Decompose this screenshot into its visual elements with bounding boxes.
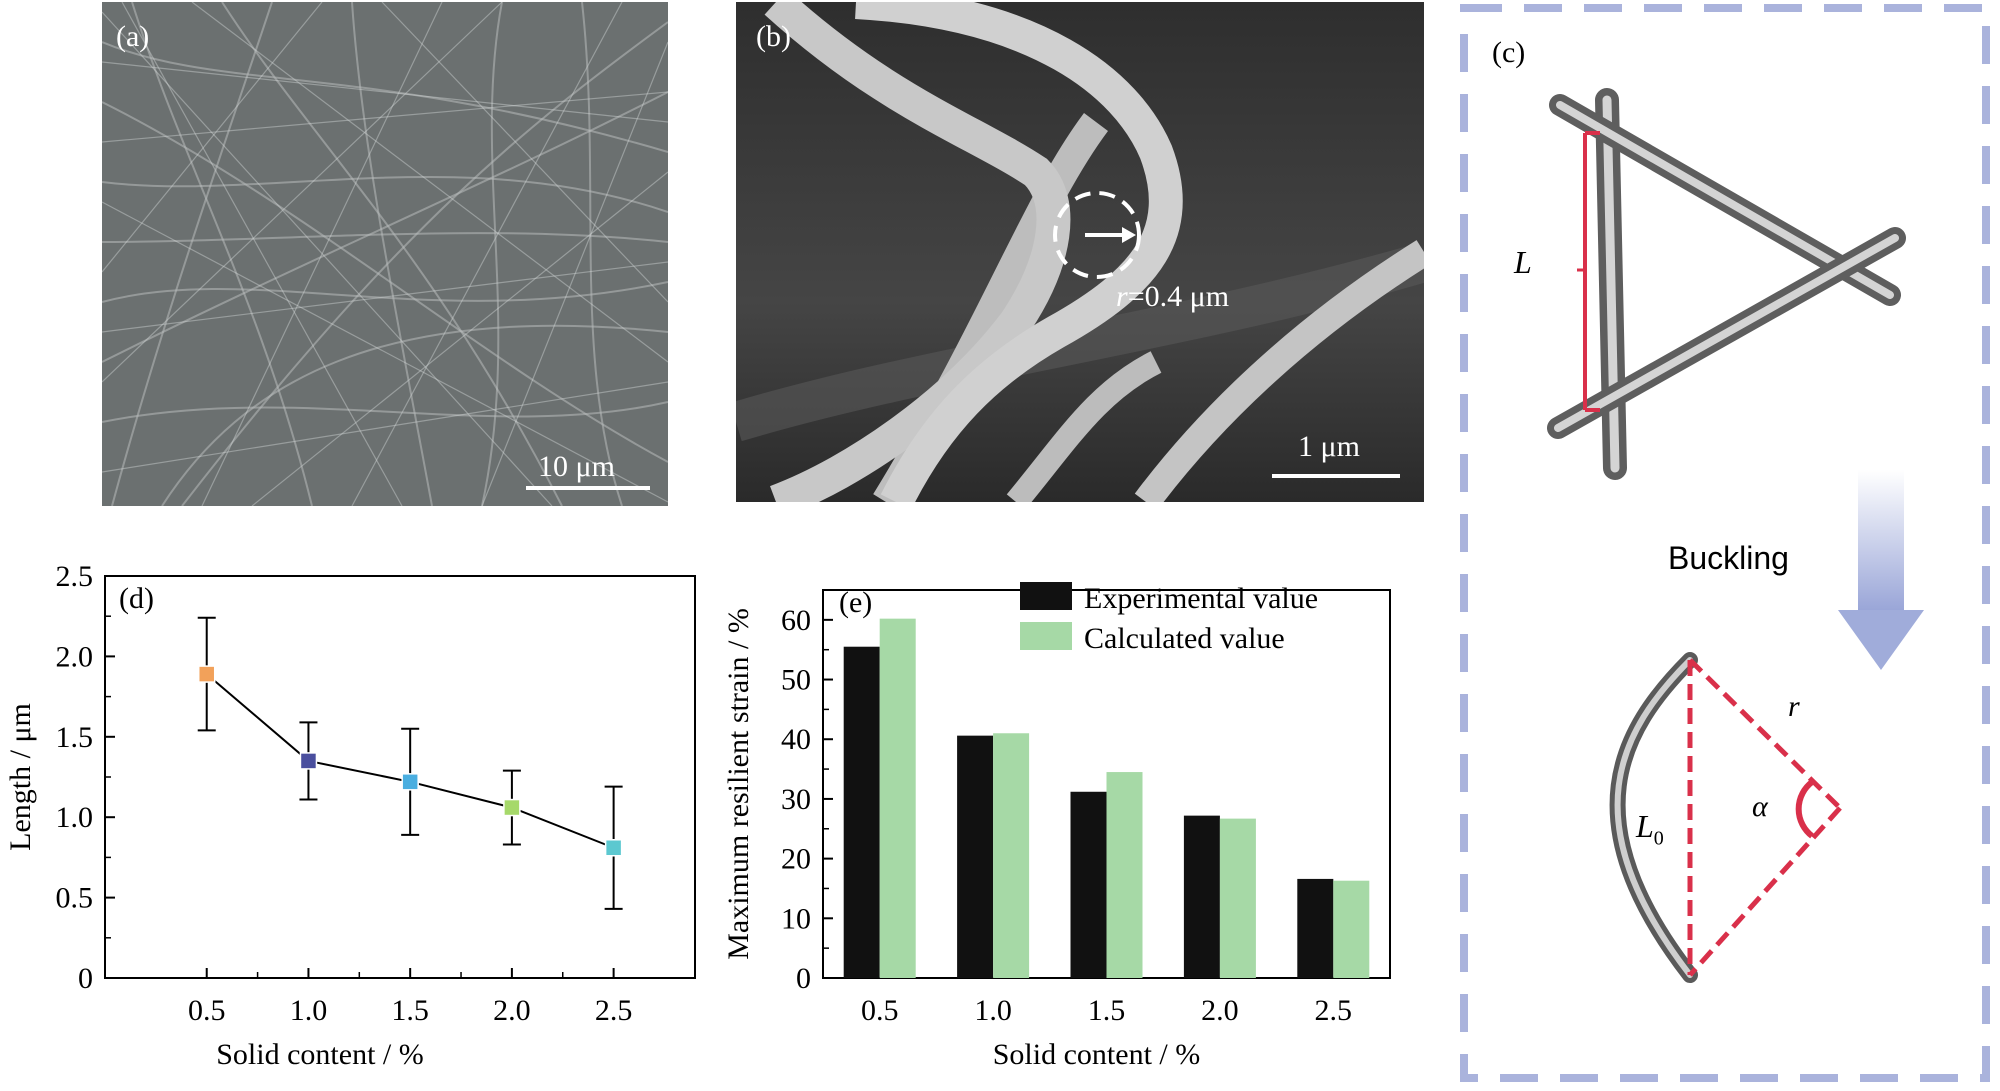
x-tick-label: 2.0 [1201, 994, 1239, 1027]
panel-label-c: (c) [1492, 36, 1526, 69]
bar-experimental [1070, 791, 1107, 978]
buckling-schematic: (c) L Buckling r L0 α [1450, 0, 2000, 1086]
legend-label: Experimental value [1084, 582, 1318, 615]
y-tick-label: 0.5 [56, 882, 94, 915]
panel-label-d: (d) [119, 582, 154, 615]
bar-experimental [843, 646, 880, 978]
bar-calculated [879, 618, 916, 978]
y-tick-label: 60 [781, 604, 811, 637]
legend-label: Calculated value [1084, 622, 1285, 655]
legend-swatch [1020, 582, 1072, 610]
radius-label: r [1788, 690, 1800, 723]
sem-image-a: (a) 10 μm [102, 2, 668, 506]
y-tick-label: 0 [78, 962, 93, 995]
bar-calculated [1333, 880, 1370, 978]
schematic-graphic [1460, 4, 1990, 1082]
x-tick-label: 1.0 [974, 994, 1012, 1027]
panel-label-e: (e) [839, 586, 872, 619]
x-axis-label: Solid content / % [216, 1038, 423, 1071]
y-axis-label: Length / μm [4, 703, 37, 851]
bar-calculated [1106, 772, 1143, 978]
panel-label-a: (a) [116, 20, 150, 53]
panel-label-b: (b) [756, 20, 791, 53]
y-tick-label: 0 [796, 962, 811, 995]
data-point [604, 839, 623, 857]
y-tick-label: 30 [781, 783, 811, 816]
scale-bar-label-b: 1 μm [1298, 430, 1360, 463]
angle-label: α [1752, 790, 1768, 823]
sem-image-b: (b) r=0.4 μm 1 μm [736, 2, 1424, 502]
radius-value: =0.4 μm [1127, 280, 1230, 313]
x-tick-label: 1.5 [391, 994, 429, 1027]
x-tick-label: 1.5 [1088, 994, 1126, 1027]
chord-subscript: 0 [1653, 827, 1664, 850]
scale-bar-label-a: 10 μm [538, 450, 615, 483]
y-tick-label: 20 [781, 843, 811, 876]
y-tick-label: 1.5 [56, 721, 94, 754]
bar-calculated [1219, 818, 1256, 978]
chord-symbol: L [1636, 808, 1654, 844]
x-tick-label: 0.5 [188, 994, 226, 1027]
bar-experimental [1183, 815, 1220, 978]
x-tick-label: 2.0 [493, 994, 531, 1027]
x-axis-label: Solid content / % [993, 1038, 1200, 1071]
y-tick-label: 50 [781, 664, 811, 697]
radius-symbol: r [1116, 280, 1128, 313]
x-tick-label: 1.0 [290, 994, 328, 1027]
fiber-network-graphic [102, 2, 668, 506]
data-point [503, 798, 521, 817]
legend-swatch [1020, 622, 1072, 650]
y-tick-label: 2.0 [56, 640, 94, 673]
bar-experimental [957, 735, 994, 978]
bar-calculated [993, 733, 1030, 978]
chord-label: L0 [1636, 808, 1664, 850]
buckling-label: Buckling [1668, 540, 1789, 576]
chart-d: 0 0.5 1.0 1.5 2.0 2.5 0.5 1.0 1.5 2.0 2.5 (d) Solid … [4, 560, 696, 1071]
y-tick-label: 40 [781, 723, 811, 756]
length-label: L [1514, 244, 1532, 280]
plot-frame [104, 575, 696, 979]
x-tick-label: 2.5 [595, 994, 633, 1027]
y-tick-label: 2.5 [56, 560, 94, 593]
bar-experimental [1297, 878, 1334, 978]
chart-e: 0 10 20 30 40 50 60 0.5 1.0 1.5 2.0 2.5 (e) Experimen… [722, 582, 1391, 1071]
data-point [197, 665, 216, 683]
data-point [401, 773, 419, 791]
y-axis-label: Maximum resilient strain / % [722, 608, 755, 960]
radius-annotation: r=0.4 μm [1116, 280, 1229, 314]
x-tick-label: 0.5 [861, 994, 899, 1027]
y-tick-label: 10 [781, 902, 811, 935]
data-point [299, 752, 318, 770]
x-tick-label: 2.5 [1315, 994, 1353, 1027]
y-tick-label: 1.0 [56, 801, 94, 834]
bent-fiber-graphic [736, 2, 1424, 502]
